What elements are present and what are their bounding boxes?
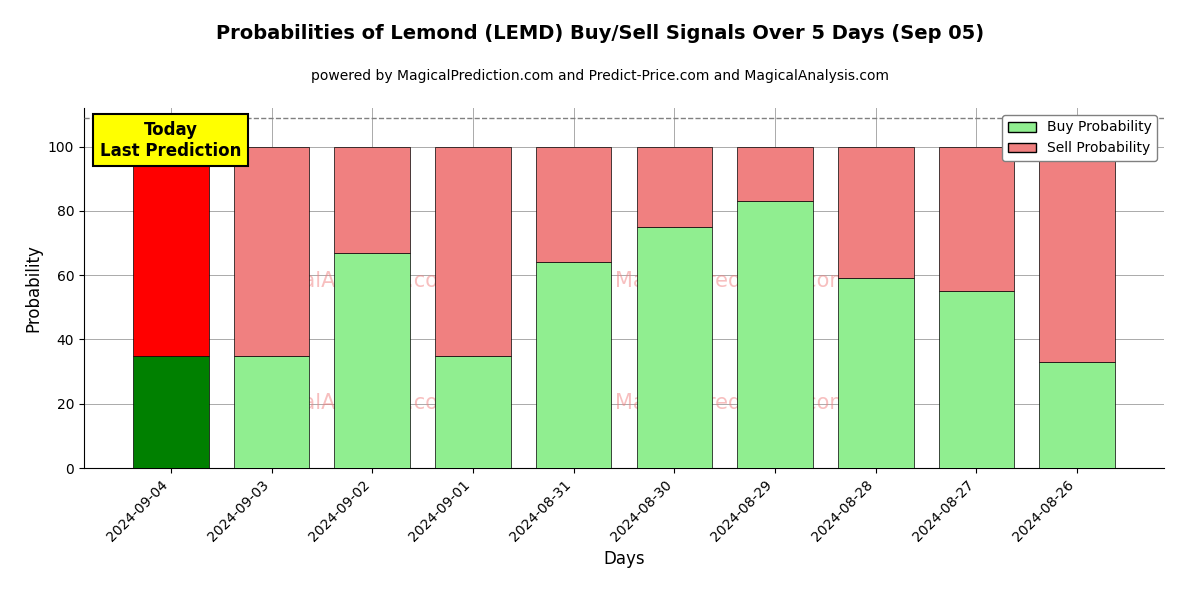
Bar: [536, 146, 612, 262]
Bar: [636, 146, 712, 227]
Bar: [436, 355, 511, 468]
Bar: [1039, 146, 1115, 362]
Legend: Buy Probability, Sell Probability: Buy Probability, Sell Probability: [1002, 115, 1157, 161]
Text: Probabilities of Lemond (LEMD) Buy/Sell Signals Over 5 Days (Sep 05): Probabilities of Lemond (LEMD) Buy/Sell …: [216, 24, 984, 43]
Bar: [737, 201, 812, 468]
Bar: [234, 355, 310, 468]
Text: MagicalPrediction.com: MagicalPrediction.com: [614, 271, 850, 291]
Y-axis label: Probability: Probability: [24, 244, 42, 332]
X-axis label: Days: Days: [604, 550, 644, 568]
Bar: [234, 146, 310, 355]
Bar: [335, 253, 410, 468]
Bar: [536, 262, 612, 468]
Text: MagicalPrediction.com: MagicalPrediction.com: [614, 393, 850, 413]
Bar: [938, 291, 1014, 468]
Bar: [436, 146, 511, 355]
Text: calAnalysis.com: calAnalysis.com: [292, 271, 460, 291]
Text: Today
Last Prediction: Today Last Prediction: [100, 121, 241, 160]
Bar: [636, 227, 712, 468]
Bar: [737, 146, 812, 201]
Bar: [838, 278, 913, 468]
Bar: [938, 146, 1014, 291]
Bar: [133, 355, 209, 468]
Bar: [838, 146, 913, 278]
Bar: [335, 146, 410, 253]
Text: calAnalysis.com: calAnalysis.com: [292, 393, 460, 413]
Bar: [133, 146, 209, 355]
Bar: [1039, 362, 1115, 468]
Text: powered by MagicalPrediction.com and Predict-Price.com and MagicalAnalysis.com: powered by MagicalPrediction.com and Pre…: [311, 69, 889, 83]
